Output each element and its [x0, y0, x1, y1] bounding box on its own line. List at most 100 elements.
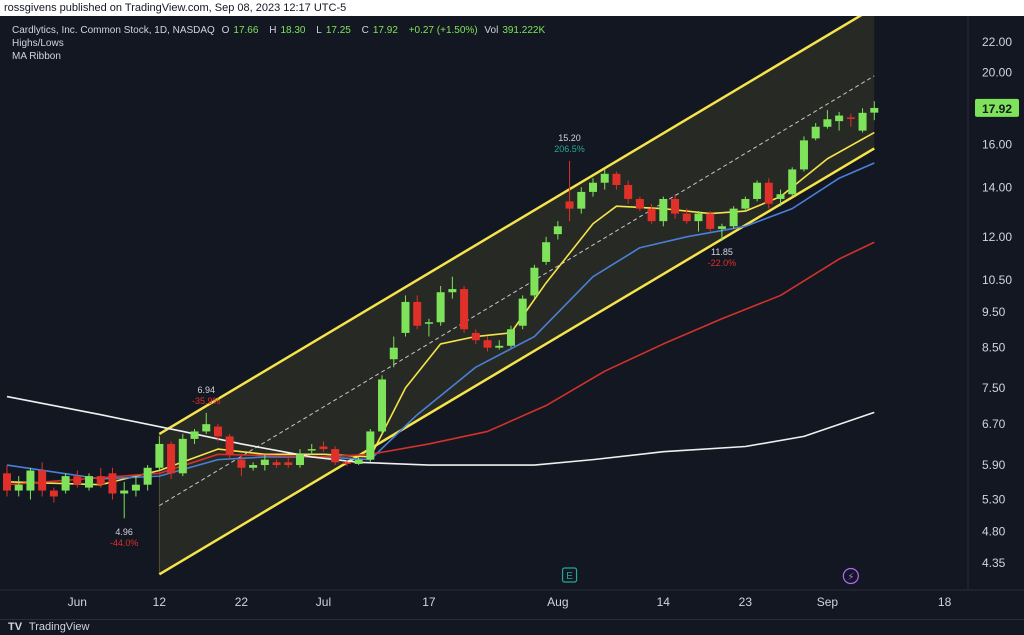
y-tick-label: 5.90 — [982, 458, 1006, 472]
candle[interactable] — [96, 467, 105, 488]
candle-body — [401, 301, 410, 333]
candle[interactable] — [776, 189, 785, 207]
candle[interactable] — [612, 171, 621, 190]
candle[interactable] — [143, 465, 152, 491]
event-icon[interactable]: ⚡ — [842, 567, 859, 585]
candle[interactable] — [506, 325, 515, 348]
candle[interactable] — [237, 454, 246, 477]
legend-symbol: Cardlytics, Inc. Common Stock, 1D, NASDA… — [12, 25, 215, 36]
candle[interactable] — [448, 276, 457, 299]
candle[interactable] — [764, 178, 773, 209]
candle[interactable] — [3, 465, 11, 497]
candle[interactable] — [296, 449, 304, 468]
legend-indicator-ma-ribbon[interactable]: MA Ribbon — [12, 51, 61, 62]
candle-body — [835, 115, 844, 122]
channel-lower-line[interactable] — [158, 147, 875, 576]
candle[interactable] — [671, 194, 680, 219]
candle[interactable] — [495, 340, 504, 350]
candle[interactable] — [38, 462, 47, 497]
candle[interactable] — [366, 428, 375, 463]
candle[interactable] — [635, 196, 644, 212]
candle[interactable] — [378, 375, 387, 434]
candle[interactable] — [717, 223, 726, 241]
candle[interactable] — [131, 476, 140, 497]
candle-body — [694, 213, 703, 222]
candle[interactable] — [706, 211, 715, 232]
candle[interactable] — [753, 180, 762, 202]
candle[interactable] — [260, 454, 269, 471]
candle[interactable] — [741, 196, 750, 212]
candle[interactable] — [120, 481, 129, 519]
candle[interactable] — [213, 424, 222, 442]
candle[interactable] — [589, 178, 597, 197]
candle[interactable] — [460, 285, 469, 333]
candle[interactable] — [565, 160, 574, 222]
candle-body — [73, 476, 82, 485]
candle[interactable] — [14, 476, 23, 497]
candle[interactable] — [342, 459, 351, 467]
candle-body — [249, 465, 258, 468]
candle-body — [870, 107, 879, 113]
candle[interactable] — [424, 318, 433, 337]
candle[interactable] — [682, 208, 691, 224]
annotation-percent: -35.9% — [192, 396, 221, 406]
channel-upper-line[interactable] — [158, 16, 874, 435]
moving-average-line-2 — [6, 162, 875, 480]
candle[interactable] — [577, 187, 586, 214]
candle[interactable] — [331, 446, 340, 466]
candle[interactable] — [413, 295, 422, 330]
candle-body — [600, 173, 609, 183]
candle[interactable] — [811, 122, 820, 141]
candle[interactable] — [155, 436, 164, 471]
candle[interactable] — [190, 428, 199, 444]
candle[interactable] — [61, 473, 70, 494]
candle[interactable] — [553, 221, 562, 240]
candle[interactable] — [624, 180, 633, 204]
candle-body — [448, 289, 457, 293]
candle-body — [131, 484, 140, 491]
candle[interactable] — [108, 467, 117, 500]
candle[interactable] — [167, 441, 176, 479]
candle[interactable] — [823, 110, 832, 129]
candle-body — [366, 431, 375, 460]
candle[interactable] — [202, 412, 211, 434]
candle[interactable] — [284, 456, 293, 468]
candle[interactable] — [542, 236, 551, 265]
candle[interactable] — [647, 203, 656, 224]
candle[interactable] — [225, 433, 234, 460]
candle[interactable] — [73, 470, 82, 488]
candle[interactable] — [389, 336, 398, 368]
footer-brand: TradingView — [28, 621, 90, 633]
candle[interactable] — [471, 329, 480, 344]
candle[interactable] — [26, 467, 35, 500]
candle[interactable] — [518, 295, 527, 330]
candle[interactable] — [249, 462, 258, 471]
candle[interactable] — [436, 285, 445, 326]
candle[interactable] — [354, 456, 363, 466]
candle[interactable] — [272, 459, 281, 468]
candle[interactable] — [870, 101, 879, 121]
candle[interactable] — [858, 108, 867, 133]
candle[interactable] — [835, 111, 844, 131]
candle[interactable] — [799, 136, 808, 172]
candle[interactable] — [49, 487, 58, 503]
earnings-icon[interactable]: E — [561, 567, 578, 583]
candle[interactable] — [694, 211, 703, 232]
candle[interactable] — [788, 167, 797, 197]
legend-indicator-highs-lows[interactable]: Highs/Lows — [12, 38, 64, 49]
candle[interactable] — [659, 196, 668, 227]
candle[interactable] — [319, 441, 328, 452]
y-tick-label: 14.00 — [982, 180, 1012, 194]
candle[interactable] — [85, 473, 94, 491]
candle[interactable] — [401, 295, 410, 337]
tradingview-logo-icon[interactable]: TV — [8, 621, 23, 633]
candle[interactable] — [600, 169, 609, 190]
candle[interactable] — [729, 206, 738, 229]
candle[interactable] — [178, 433, 187, 477]
candle[interactable] — [483, 336, 492, 352]
candle[interactable] — [530, 264, 539, 299]
candle[interactable] — [307, 443, 316, 455]
candle[interactable] — [846, 113, 855, 127]
